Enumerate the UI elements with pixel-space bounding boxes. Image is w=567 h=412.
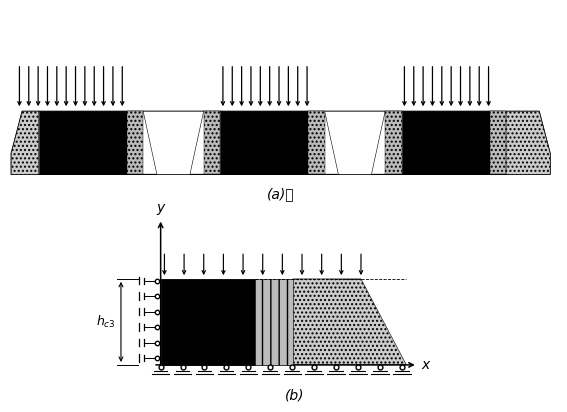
Bar xyxy=(160,279,255,365)
Bar xyxy=(401,111,490,174)
Polygon shape xyxy=(11,111,550,174)
Polygon shape xyxy=(325,111,385,174)
Bar xyxy=(308,111,325,174)
Bar xyxy=(39,111,126,174)
Bar xyxy=(204,111,220,174)
Text: (a): (a) xyxy=(267,187,294,201)
Bar xyxy=(255,279,293,365)
Bar xyxy=(490,111,506,174)
Text: $h_{c3}$: $h_{c3}$ xyxy=(96,314,115,330)
Text: (b): (b) xyxy=(285,389,304,403)
Bar xyxy=(126,111,143,174)
Text: x: x xyxy=(421,358,430,372)
Text: y: y xyxy=(156,201,165,215)
Polygon shape xyxy=(11,111,39,174)
Bar xyxy=(385,111,401,174)
Polygon shape xyxy=(506,111,550,174)
Polygon shape xyxy=(293,279,407,365)
Polygon shape xyxy=(143,111,204,174)
Bar xyxy=(220,111,308,174)
